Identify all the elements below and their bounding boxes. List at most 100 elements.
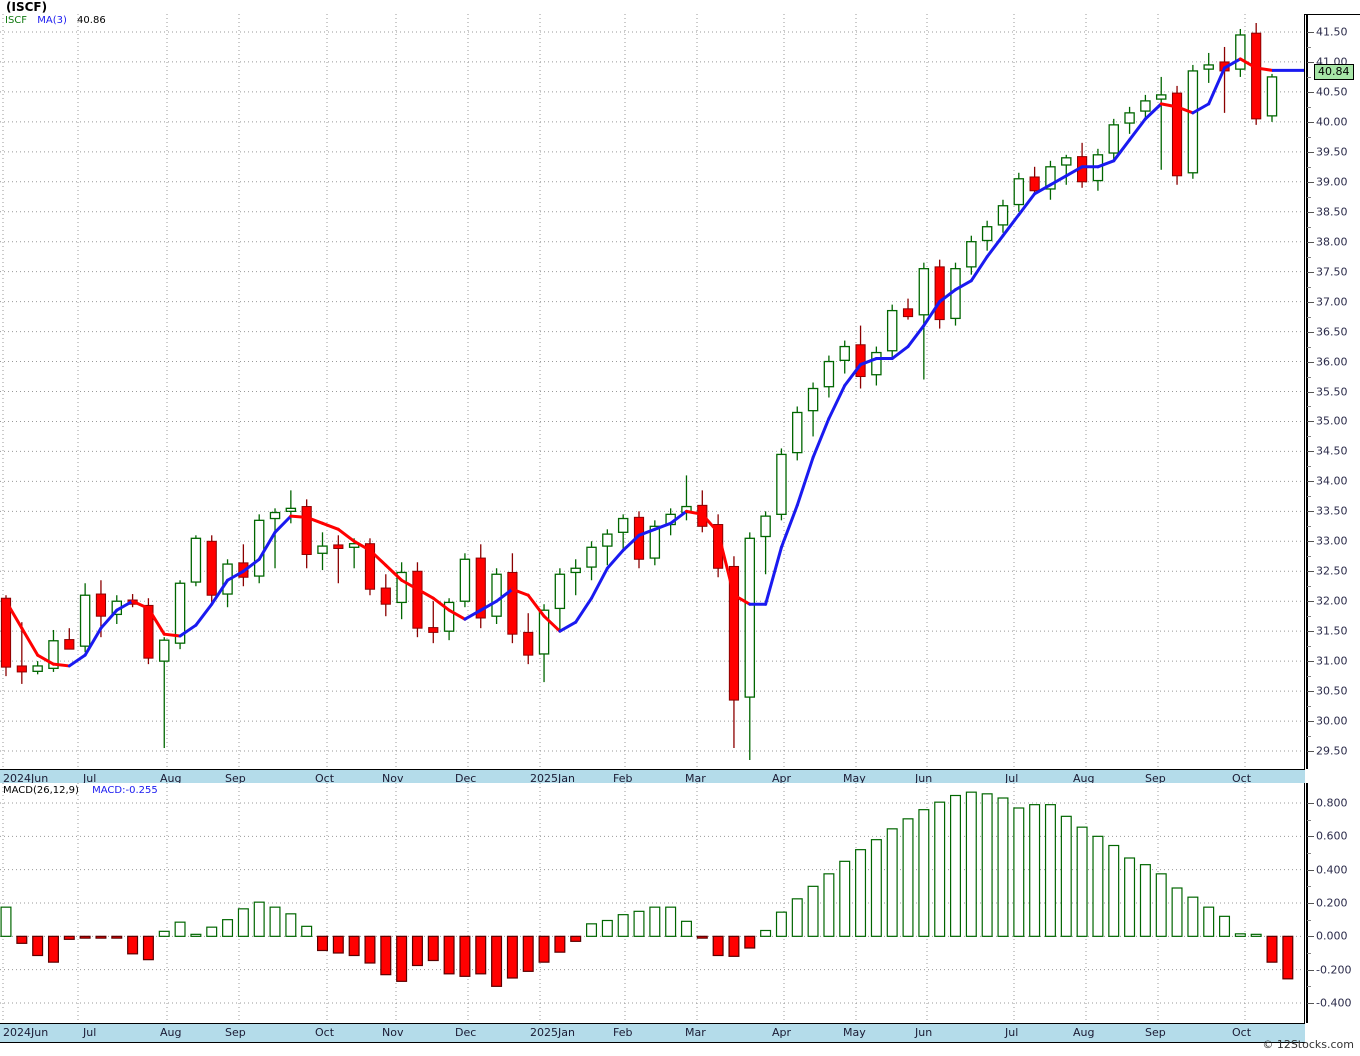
price-axis-label: 40.00 <box>1316 115 1348 129</box>
price-axis-label: 39.00 <box>1316 175 1348 189</box>
price-axis-minor-tick <box>1307 346 1311 348</box>
macd-axis-tick <box>1307 803 1314 804</box>
date-axis-label: Mar <box>685 772 706 785</box>
date-axis-label: Sep <box>1145 1026 1166 1039</box>
footer-credit: © 12Stocks.com <box>1262 1038 1354 1051</box>
price-chart-panel[interactable] <box>0 14 1305 769</box>
date-axis-label: Jun <box>915 1026 933 1039</box>
date-axis-label: Sep <box>1145 772 1166 785</box>
date-axis-label: 2024Jun <box>3 1026 49 1039</box>
price-axis-tick <box>1307 331 1314 333</box>
price-axis-minor-tick <box>1307 256 1311 258</box>
date-axis-label: May <box>843 1026 866 1039</box>
price-axis-label: 33.00 <box>1316 534 1348 548</box>
price-axis-minor-tick <box>1307 496 1311 498</box>
price-axis-label: 32.00 <box>1316 594 1348 608</box>
date-axis-label: Feb <box>613 1026 633 1039</box>
price-axis-minor-tick <box>1307 646 1311 648</box>
price-axis-tick <box>1307 511 1314 513</box>
price-axis-minor-tick <box>1307 586 1311 588</box>
date-axis-label: Nov <box>382 772 404 785</box>
macd-axis-minor-tick <box>1307 986 1311 988</box>
price-axis-label: 30.00 <box>1316 714 1348 728</box>
price-axis-label: 29.50 <box>1316 744 1348 758</box>
macd-axis-minor-tick <box>1307 886 1311 888</box>
date-axis-label: Aug <box>1073 772 1095 785</box>
price-axis-minor-tick <box>1307 226 1311 228</box>
price-axis-label: 40.50 <box>1316 85 1348 99</box>
price-axis: 41.50 41.00 40.50 40.00 39.50 39.00 38.50 38.00… <box>1305 14 1360 769</box>
price-axis-tick <box>1307 601 1314 603</box>
price-axis-tick <box>1307 211 1314 213</box>
macd-axis-label: -0.200 <box>1316 963 1352 977</box>
price-axis-tick <box>1307 691 1314 693</box>
legend-symbol: ISCF <box>5 15 28 26</box>
price-axis-minor-tick <box>1307 436 1311 438</box>
price-axis-tick <box>1307 241 1314 243</box>
date-axis-label: Apr <box>772 1026 792 1039</box>
price-axis-tick <box>1307 631 1314 633</box>
macd-legend-name: MACD(26,12,9) <box>3 785 79 796</box>
macd-axis-minor-tick <box>1307 919 1311 921</box>
price-axis-label: 36.50 <box>1316 325 1348 339</box>
date-axis-label: Oct <box>315 772 335 785</box>
date-axis-label: Jun <box>915 772 933 785</box>
date-axis-label: Oct <box>315 1026 335 1039</box>
price-axis-minor-tick <box>1307 466 1311 468</box>
price-axis-tick <box>1307 391 1314 393</box>
price-axis-minor-tick <box>1307 706 1311 708</box>
price-axis-minor-tick <box>1307 526 1311 528</box>
price-axis-label: 37.50 <box>1316 265 1348 279</box>
price-axis-minor-tick <box>1307 376 1311 378</box>
date-axis-label: Dec <box>455 1026 477 1039</box>
date-axis-label: May <box>843 772 866 785</box>
legend-indicator: MA(3) <box>37 15 67 26</box>
price-panel-right-border <box>1304 14 1305 769</box>
macd-chart-panel[interactable] <box>0 783 1305 1023</box>
macd-axis: 0.800 0.600 0.400 0.200 0.000 -0.200 -0.400 <box>1305 783 1360 1023</box>
price-axis-tick <box>1307 151 1314 153</box>
date-axis-label: Apr <box>772 772 792 785</box>
macd-axis-minor-tick <box>1307 853 1311 854</box>
macd-axis-label: 0.600 <box>1316 829 1348 843</box>
macd-axis-label: 0.800 <box>1316 796 1348 810</box>
price-axis-tick <box>1307 481 1314 483</box>
date-axis-label: Oct <box>1232 772 1252 785</box>
price-axis-minor-tick <box>1307 676 1311 678</box>
macd-axis-tick <box>1307 869 1314 871</box>
price-axis-tick <box>1307 721 1314 723</box>
price-axis-label: 36.00 <box>1316 355 1348 369</box>
price-axis-minor-tick <box>1307 556 1311 558</box>
price-axis-minor-tick <box>1307 136 1311 138</box>
price-axis-label: 37.00 <box>1316 295 1348 309</box>
price-axis-label: 31.00 <box>1316 654 1348 668</box>
price-axis-tick <box>1307 451 1314 453</box>
macd-axis-minor-tick <box>1307 819 1311 821</box>
macd-axis-label: 0.000 <box>1316 929 1348 943</box>
date-axis-label: Jul <box>83 772 97 785</box>
date-axis-label: Aug <box>160 772 182 785</box>
price-axis-minor-tick <box>1307 166 1311 168</box>
price-axis-minor-tick <box>1307 316 1311 318</box>
date-axis-label: Jul <box>83 1026 97 1039</box>
macd-axis-label: -0.400 <box>1316 996 1352 1010</box>
price-axis-label: 35.50 <box>1316 385 1348 398</box>
date-axis-label: Sep <box>225 772 246 785</box>
macd-axis-tick <box>1307 903 1314 904</box>
current-price-badge: 40.84 <box>1314 63 1354 80</box>
price-axis-tick <box>1307 571 1314 573</box>
date-axis-label: Aug <box>1073 1026 1095 1039</box>
price-axis-label: 35.00 <box>1316 414 1348 428</box>
macd-axis-tick <box>1307 969 1314 971</box>
price-axis-tick <box>1307 361 1314 363</box>
price-axis-minor-tick <box>1307 196 1311 198</box>
price-axis-label: 38.50 <box>1316 205 1348 219</box>
price-axis-tick <box>1307 91 1314 93</box>
price-axis-label: 41.50 <box>1316 25 1348 39</box>
date-axis-label: 2025Jan <box>530 772 575 785</box>
price-axis-minor-tick <box>1307 106 1311 108</box>
macd-axis-minor-tick <box>1307 953 1311 954</box>
price-axis-minor-tick <box>1307 616 1311 618</box>
price-axis-minor-tick <box>1307 736 1311 738</box>
date-axis-label: Aug <box>160 1026 182 1039</box>
